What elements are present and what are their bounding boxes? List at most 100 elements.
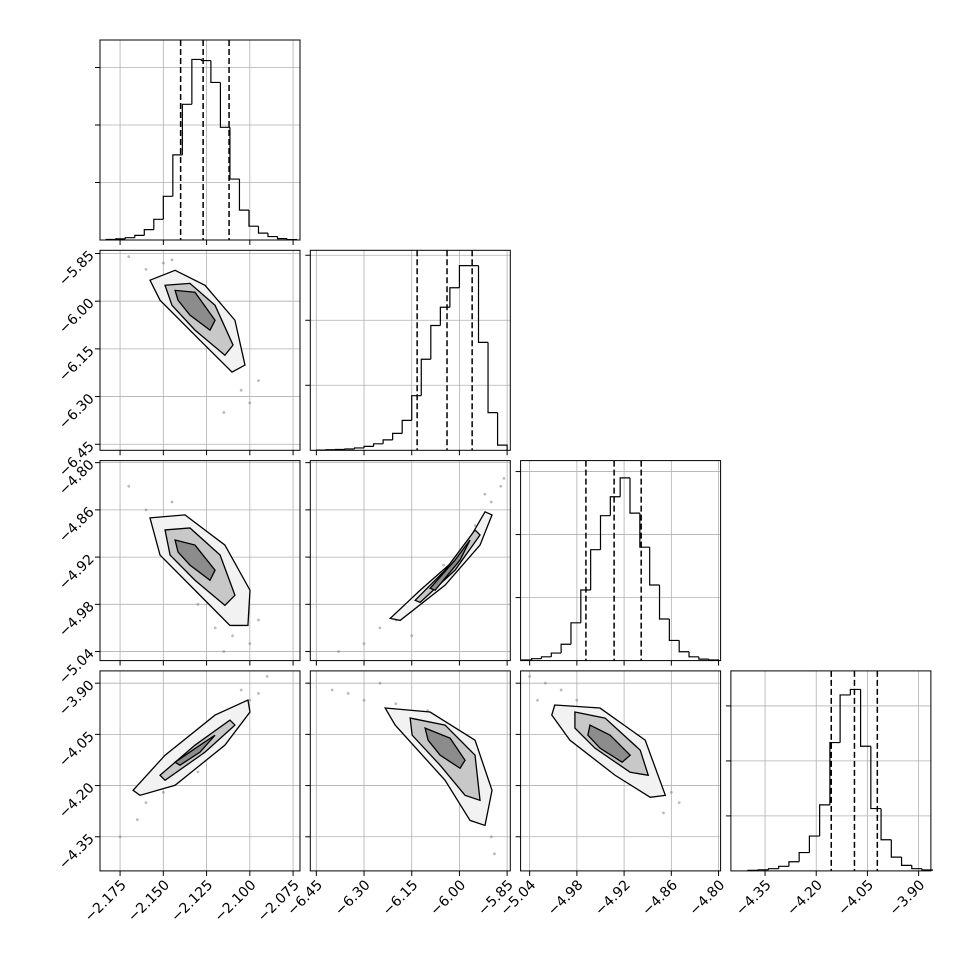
sample-point <box>197 603 200 606</box>
x-tick-label: −4.92 <box>592 877 634 919</box>
histogram-step <box>268 233 278 236</box>
sample-point <box>240 389 243 392</box>
histogram-step <box>758 870 768 871</box>
histogram-step <box>551 653 561 657</box>
histogram-step <box>902 857 912 865</box>
sample-point <box>379 627 382 630</box>
histogram-step <box>431 325 441 359</box>
histogram-step <box>144 230 154 236</box>
x-tick-label: −4.05 <box>835 877 877 919</box>
histogram-step <box>679 640 689 651</box>
histogram-step <box>393 433 403 440</box>
y-tick-label: −4.20 <box>56 780 98 822</box>
x-tick-label: −4.35 <box>733 877 775 919</box>
panel-frame <box>310 461 510 661</box>
histogram-step <box>249 210 259 226</box>
sample-point <box>222 650 225 653</box>
x-tick-label: −2.175 <box>82 877 130 925</box>
histogram-step <box>561 644 571 653</box>
sample-point <box>483 493 486 496</box>
histogram-step <box>364 446 374 448</box>
sample-point <box>490 501 493 504</box>
sample-point <box>499 485 502 488</box>
histogram-step <box>479 266 489 343</box>
histogram-step <box>345 449 355 450</box>
histogram-step <box>650 547 660 585</box>
x-tick-label: −4.20 <box>784 877 826 919</box>
histogram-step <box>374 444 384 447</box>
histogram-step <box>459 266 469 288</box>
y-tick-label: −5.85 <box>56 248 98 290</box>
histogram-step <box>182 104 192 155</box>
sample-point <box>528 675 531 678</box>
histogram-step <box>421 359 431 395</box>
histogram-step <box>154 219 164 229</box>
sample-point <box>240 689 243 692</box>
sample-point <box>503 477 506 480</box>
histogram-step <box>532 659 542 660</box>
histogram-step <box>450 288 460 308</box>
sample-point <box>493 852 496 855</box>
sample-point <box>442 564 445 567</box>
x-tick-label: −2.100 <box>212 877 260 925</box>
y-tick-label: −5.04 <box>56 646 98 688</box>
sample-point <box>171 501 174 504</box>
sample-point <box>248 699 251 702</box>
histogram-step <box>354 448 364 449</box>
sample-point <box>560 689 563 692</box>
contour <box>430 540 470 590</box>
histogram-step <box>820 805 830 836</box>
histogram-step <box>541 657 551 659</box>
sample-point <box>197 771 200 774</box>
sample-point <box>363 699 366 702</box>
sample-point <box>536 699 539 702</box>
histogram-step <box>258 226 268 233</box>
sample-point <box>662 811 665 814</box>
y-tick-label: −4.92 <box>56 551 98 593</box>
y-tick-label: −6.00 <box>56 296 98 338</box>
histogram-step <box>600 516 610 550</box>
histogram-step <box>440 307 450 325</box>
sample-point <box>171 258 174 261</box>
histogram-step <box>861 689 871 746</box>
sample-point <box>257 619 260 622</box>
histogram-step <box>891 840 901 857</box>
sample-point <box>162 262 165 265</box>
y-tick-label: −4.35 <box>56 831 98 873</box>
histogram-step <box>498 413 508 451</box>
panel-frame <box>100 671 300 871</box>
y-tick-label: −6.30 <box>56 391 98 433</box>
sample-point <box>379 682 382 685</box>
sample-point <box>266 675 269 678</box>
sample-point <box>145 268 148 271</box>
sample-point <box>145 508 148 511</box>
histogram-step <box>402 420 412 433</box>
x-tick-label: −6.00 <box>427 877 469 919</box>
y-tick-label: −4.98 <box>56 599 98 641</box>
histogram-step <box>779 866 789 868</box>
x-tick-label: −4.80 <box>687 877 729 919</box>
sample-point <box>127 255 130 258</box>
histogram-step <box>239 179 249 210</box>
histogram-step <box>116 239 126 240</box>
sample-point <box>119 835 122 838</box>
sample-point <box>257 692 260 695</box>
histogram-step <box>799 853 809 862</box>
panel-frame <box>100 40 300 240</box>
histogram-step <box>591 550 601 590</box>
histogram-step <box>571 623 581 644</box>
histogram-step <box>768 869 778 870</box>
histogram-step <box>211 61 221 83</box>
y-tick-label: −4.86 <box>56 504 98 546</box>
x-tick-label: −3.90 <box>887 877 929 919</box>
histogram-step <box>912 865 922 868</box>
histogram-step <box>278 237 288 239</box>
sample-point <box>347 692 350 695</box>
histogram-step <box>699 657 709 659</box>
histogram-step <box>620 478 630 497</box>
histogram-step <box>660 585 670 619</box>
histogram-step <box>163 196 173 219</box>
x-tick-label: −6.30 <box>332 877 374 919</box>
